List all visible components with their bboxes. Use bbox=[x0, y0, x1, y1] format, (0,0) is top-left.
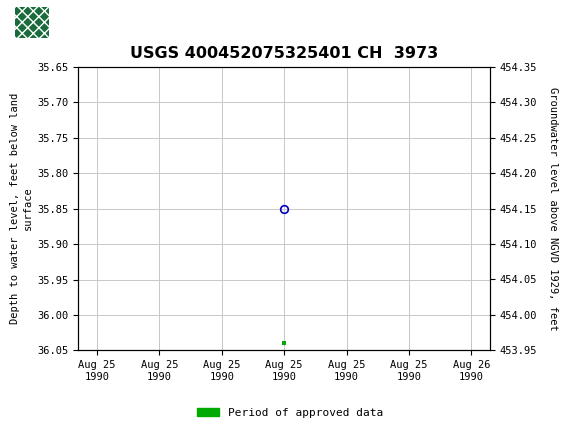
Bar bbox=[14, 7, 49, 38]
Bar bbox=[12, 4, 52, 41]
Y-axis label: Depth to water level, feet below land
surface: Depth to water level, feet below land su… bbox=[10, 93, 33, 324]
Text: USGS: USGS bbox=[61, 14, 112, 31]
Title: USGS 400452075325401 CH  3973: USGS 400452075325401 CH 3973 bbox=[130, 46, 438, 61]
Y-axis label: Groundwater level above NGVD 1929, feet: Groundwater level above NGVD 1929, feet bbox=[549, 87, 559, 330]
Legend: Period of approved data: Period of approved data bbox=[193, 403, 387, 422]
